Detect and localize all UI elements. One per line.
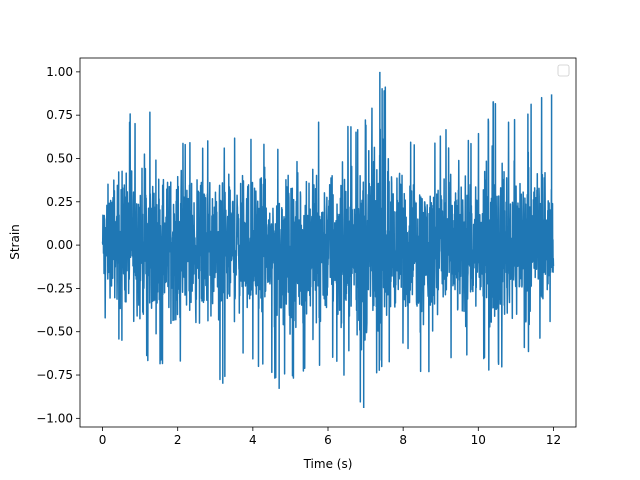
x-tick-label: 6: [324, 433, 332, 447]
y-tick-label: −1.00: [36, 411, 73, 425]
y-tick-label: −0.50: [36, 325, 73, 339]
y-tick-label: 1.00: [46, 65, 73, 79]
strain-series-line: [101, 71, 555, 408]
y-axis-label: Strain: [8, 224, 22, 260]
plot-series: [101, 71, 555, 408]
y-tick-label: 0.50: [46, 151, 73, 165]
x-tick-label: 10: [471, 433, 486, 447]
y-tick-label: 0.75: [46, 108, 73, 122]
y-tick-label: −0.25: [36, 281, 73, 295]
x-tick-label: 12: [546, 433, 561, 447]
y-tick-label: 0.00: [46, 238, 73, 252]
x-tick-label: 2: [174, 433, 182, 447]
x-axis-label: Time (s): [303, 457, 353, 471]
y-axis-ticks: 1.00 0.75 0.50 0.25 0.00 −0.25 −0.50 −0.75 −1.00: [36, 65, 80, 425]
x-tick-label: 4: [249, 433, 257, 447]
x-tick-label: 8: [399, 433, 407, 447]
legend-box: [557, 64, 570, 77]
y-tick-label: 0.25: [46, 195, 73, 209]
x-tick-label: 0: [99, 433, 107, 447]
y-tick-label: −0.75: [36, 368, 73, 382]
x-axis-ticks: 0 2 4 6 8 10 12: [99, 427, 561, 447]
